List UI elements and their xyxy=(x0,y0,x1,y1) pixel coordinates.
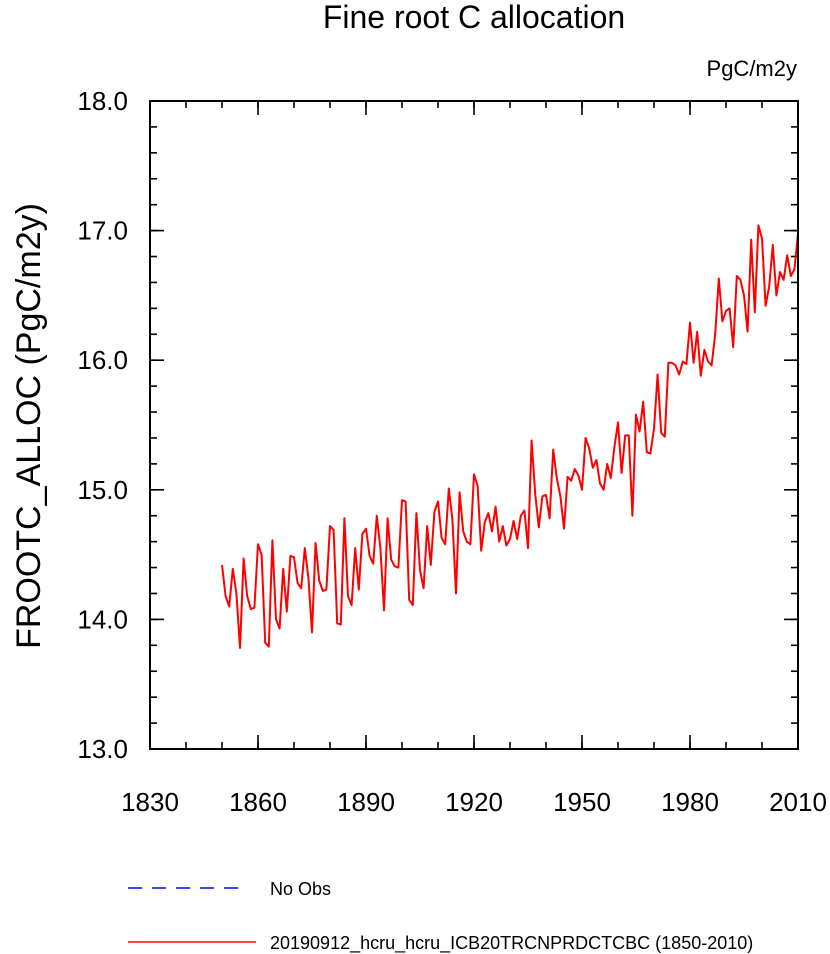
units-label: PgC/m2y xyxy=(707,56,797,81)
series-line-1 xyxy=(221,224,799,649)
y-tick-label: 13.0 xyxy=(77,734,128,764)
x-tick-label: 1980 xyxy=(661,787,719,817)
x-tick-label: 1830 xyxy=(121,787,179,817)
y-tick-label: 18.0 xyxy=(77,86,128,116)
x-tick-label: 1860 xyxy=(229,787,287,817)
axis-tick-labels: 1830 1860 1890 1920 1950 1980 2010 13.0 14.0 15.0… xyxy=(77,86,827,817)
y-axis-label: FROOTC_ALLOC (PgC/m2y) xyxy=(10,203,48,649)
x-tick-label: 1920 xyxy=(445,787,503,817)
x-tick-label: 1950 xyxy=(553,787,611,817)
legend-label-no-obs: No Obs xyxy=(270,879,331,899)
x-tick-label: 2010 xyxy=(769,787,827,817)
chart-title: Fine root C allocation xyxy=(323,0,625,35)
series-layer xyxy=(221,224,799,649)
x-tick-label: 1890 xyxy=(337,787,395,817)
y-tick-label: 17.0 xyxy=(77,216,128,246)
y-tick-label: 16.0 xyxy=(77,345,128,375)
legend: No Obs 20190912_hcru_hcru_ICB20TRCNPRDCT… xyxy=(128,879,753,954)
y-tick-label: 15.0 xyxy=(77,475,128,505)
axis-ticks xyxy=(149,100,799,750)
y-tick-label: 14.0 xyxy=(77,604,128,634)
plot-frame xyxy=(149,100,799,750)
legend-label-model: 20190912_hcru_hcru_ICB20TRCNPRDCTCBC (18… xyxy=(270,933,753,954)
